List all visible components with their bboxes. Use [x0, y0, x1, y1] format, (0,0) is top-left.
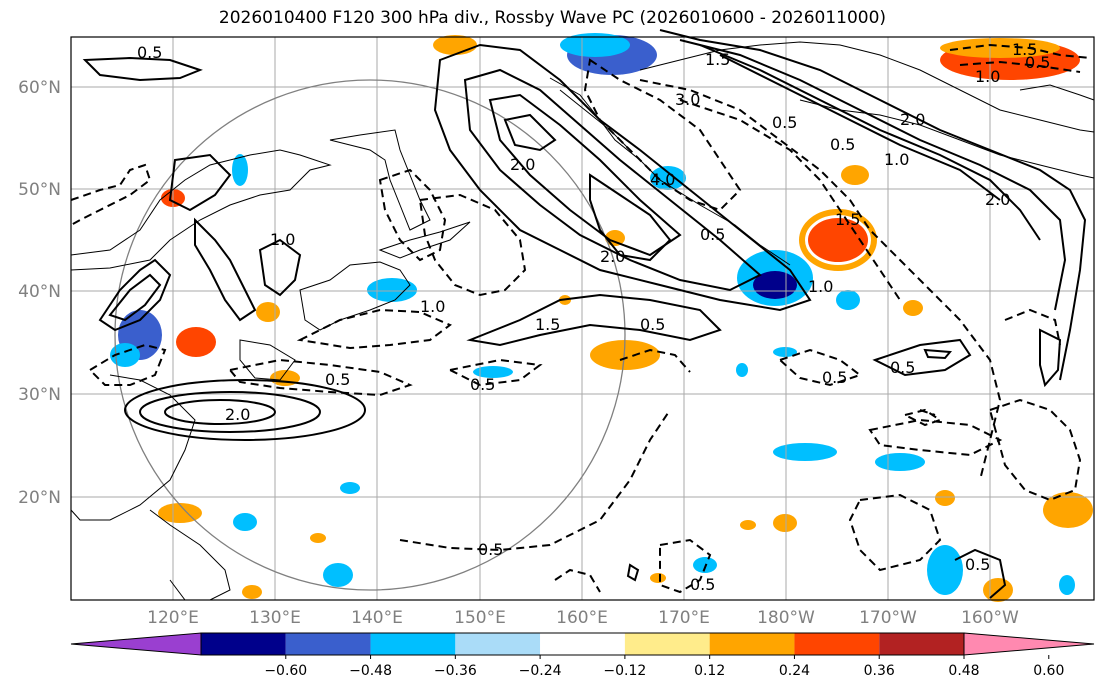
contour-label: 1.5 [1012, 40, 1037, 59]
map-frame [70, 36, 1095, 601]
positive-contours [82, 29, 1087, 599]
contour-label: 1.5 [705, 50, 730, 69]
longitude-labels: 120°E 130°E 140°E 150°E 160°E 170°E 180°… [147, 608, 1019, 628]
latitude-labels: 60°N 50°N 40°N 30°N 20°N [18, 78, 61, 508]
contour-label: 0.5 [830, 135, 855, 154]
contour-label: 0.5 [470, 375, 495, 394]
lat-label: 60°N [18, 78, 61, 98]
colorbar-frame [200, 632, 965, 656]
divergence-shading [110, 33, 1093, 602]
lat-label: 30°N [18, 385, 61, 405]
chart-title: 2026010400 F120 300 hPa div., Rossby Wav… [218, 8, 887, 28]
contour-label: 2.0 [985, 190, 1010, 209]
contour-label: 4.0 [650, 170, 675, 189]
colorbar-tick-label: −0.60 [264, 663, 307, 679]
colorbar-tick-label: −0.24 [519, 663, 562, 679]
contour-label: 1.0 [270, 230, 295, 249]
colorbar-cell [709, 633, 795, 655]
contour-label: 0.5 [690, 575, 715, 594]
lon-label: 140°E [351, 608, 403, 628]
contour-label: 1.0 [808, 277, 833, 296]
colorbar-cell [879, 633, 964, 655]
colorbar-cell [624, 633, 710, 655]
lon-label: 170°W [859, 608, 917, 628]
contour-label: 0.5 [1025, 53, 1050, 72]
colorbar-cell [540, 633, 625, 655]
graticule [71, 37, 1094, 600]
colorbar-tick-label: 0.12 [694, 663, 725, 679]
contour-label: 1.5 [835, 210, 860, 229]
contour-label: 1.0 [884, 150, 909, 169]
rossby-circle [114, 79, 626, 591]
lon-label: 160°E [556, 608, 608, 628]
colorbar-extend-high [963, 632, 1095, 656]
colorbar: −0.60 −0.48 −0.36 −0.24 −0.12 0.12 0.24 0.36 0.4… [70, 632, 1095, 679]
contour-label: 0.5 [325, 370, 350, 389]
contour-label: 0.5 [700, 225, 725, 244]
contour-label: 1.5 [535, 315, 560, 334]
lon-label: 160°W [961, 608, 1019, 628]
lat-label: 20°N [18, 488, 61, 508]
colorbar-cell [455, 633, 541, 655]
contour-label: 1.0 [420, 297, 445, 316]
lon-label: 170°E [658, 608, 710, 628]
colorbar-cell [794, 633, 880, 655]
contour-label: 2.0 [600, 247, 625, 266]
contour-label: 0.5 [822, 368, 847, 387]
contour-label: 0.5 [640, 315, 665, 334]
colorbar-tick-label: −0.48 [349, 663, 392, 679]
colorbar-tick-label: −0.12 [603, 663, 646, 679]
contour-label: 1.0 [975, 67, 1000, 86]
contour-label: 0.5 [478, 540, 503, 559]
lon-label: 150°E [454, 608, 506, 628]
contour-labels: 0.5 1.5 1.0 0.5 3.0 2.0 1.5 0.5 4.0 2.0 … [137, 40, 1050, 594]
colorbar-extend-low [70, 632, 202, 656]
colorbar-tick-label: 0.36 [864, 663, 895, 679]
lon-label: 120°E [147, 608, 199, 628]
colorbar-tick-label: 0.60 [1033, 663, 1064, 679]
negative-contours [70, 43, 1091, 594]
contour-label: 0.5 [965, 555, 990, 574]
lon-label: 130°E [249, 608, 301, 628]
lat-label: 40°N [18, 282, 61, 302]
contour-label: 2.0 [900, 110, 925, 129]
colorbar-cell [201, 633, 286, 655]
contour-label: 3.0 [675, 90, 700, 109]
contour-label: 0.5 [772, 113, 797, 132]
colorbar-cell [285, 633, 371, 655]
lat-label: 50°N [18, 180, 61, 200]
colorbar-tick-label: −0.36 [434, 663, 477, 679]
contour-label: 2.0 [510, 155, 535, 174]
contour-label: 2.0 [225, 405, 250, 424]
lon-label: 180°W [757, 608, 815, 628]
contour-label: 0.5 [137, 43, 162, 62]
colorbar-cell [370, 633, 456, 655]
contour-label: 0.5 [890, 358, 915, 377]
colorbar-tick-label: 0.24 [779, 663, 810, 679]
colorbar-tick-label: 0.48 [948, 663, 979, 679]
